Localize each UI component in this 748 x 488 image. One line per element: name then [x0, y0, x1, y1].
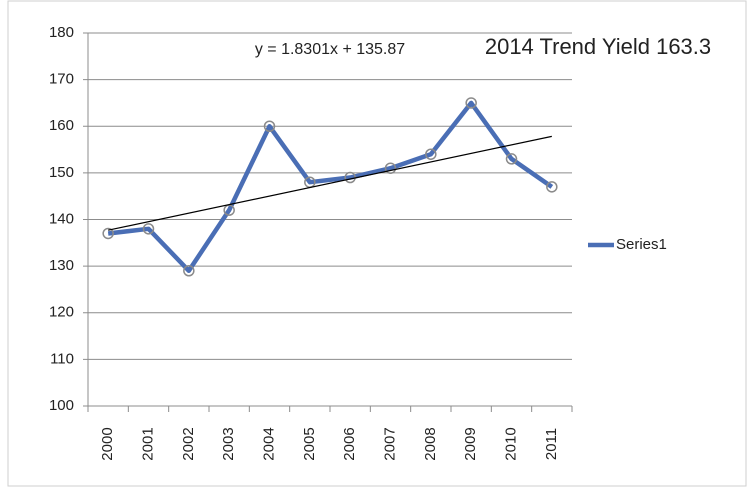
y-tick-label: 130 — [49, 257, 74, 274]
x-tick-label: 2011 — [543, 428, 560, 460]
y-tick-label: 160 — [49, 117, 74, 134]
point-marker — [465, 97, 477, 109]
y-tick-label: 150 — [49, 164, 74, 181]
point-marker — [102, 227, 114, 240]
x-tick-label: 2008 — [422, 427, 439, 460]
y-tick-label: 180 — [49, 24, 74, 41]
legend-label: Series1 — [616, 236, 667, 253]
x-tick-label: 2003 — [220, 427, 237, 460]
chart-frame — [7, 0, 747, 487]
x-tick-label: 2001 — [139, 427, 156, 460]
point-marker — [183, 265, 195, 277]
x-tick-label: 2006 — [341, 427, 358, 460]
trendline-equation: y = 1.8301x + 135.87 — [255, 41, 405, 58]
x-tick-label: 2002 — [180, 427, 197, 460]
x-tick-label: 2000 — [99, 427, 116, 460]
point-marker — [505, 153, 518, 165]
y-tick-label: 120 — [49, 304, 74, 321]
point-marker — [425, 148, 437, 160]
series-line — [107, 100, 554, 274]
y-tick-label: 100 — [49, 397, 74, 414]
x-tick-label: 2009 — [462, 427, 479, 460]
y-tick-label: 140 — [49, 210, 74, 227]
point-marker — [384, 162, 397, 174]
x-tick-label: 2004 — [260, 427, 277, 460]
point-marker — [142, 223, 155, 235]
y-tick-label: 110 — [50, 350, 74, 367]
x-tick-label: 2005 — [301, 427, 318, 460]
x-tick-label: 2010 — [502, 427, 519, 460]
trendline — [108, 135, 552, 231]
annotation: 2014 Trend Yield 163.3 — [485, 34, 711, 59]
point-marker — [546, 181, 558, 193]
y-tick-label: 170 — [49, 71, 74, 88]
x-tick-label: 2007 — [381, 427, 398, 460]
point-marker — [263, 120, 276, 132]
